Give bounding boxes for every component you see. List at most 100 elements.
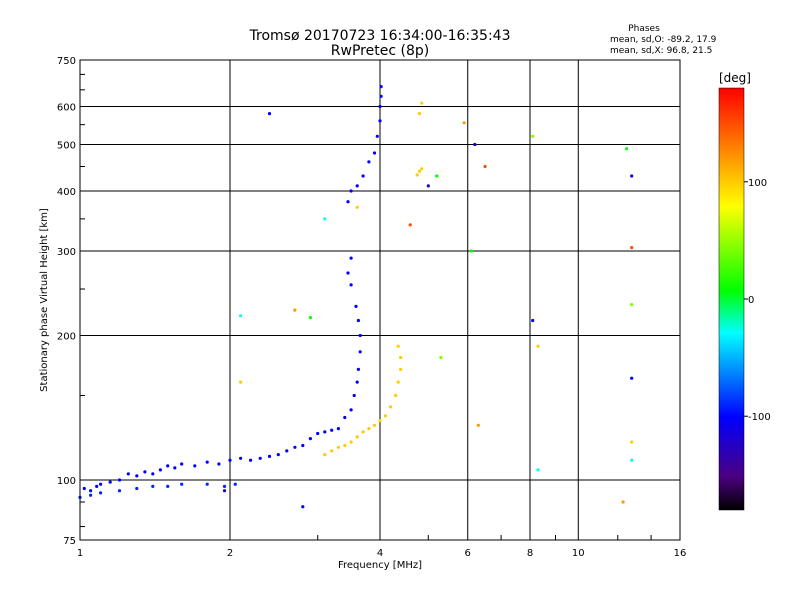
data-point bbox=[166, 484, 170, 488]
colorbar-tick-label: -100 bbox=[748, 412, 771, 423]
data-point bbox=[625, 147, 629, 151]
data-point bbox=[126, 472, 130, 476]
data-point bbox=[356, 367, 360, 371]
y-tick-label: 750 bbox=[57, 56, 76, 67]
data-point bbox=[349, 256, 353, 260]
y-tick-label: 75 bbox=[63, 536, 76, 547]
x-tick-label: 8 bbox=[527, 548, 533, 559]
y-tick-label: 500 bbox=[57, 141, 76, 152]
legend-line-o: mean, sd,O: -89.2, 17.9 bbox=[610, 35, 717, 45]
data-point bbox=[469, 249, 473, 253]
colorbar-ticks: 100 0 -100 bbox=[744, 178, 771, 423]
data-point bbox=[399, 355, 403, 360]
data-point bbox=[531, 134, 535, 138]
data-point bbox=[267, 454, 272, 458]
data-point bbox=[316, 431, 320, 436]
data-point bbox=[621, 500, 625, 504]
plot-grid bbox=[80, 60, 680, 540]
data-point bbox=[415, 173, 419, 177]
chart-subtitle: RwPretec (8p) bbox=[331, 43, 429, 59]
data-point bbox=[151, 472, 155, 476]
data-point bbox=[301, 505, 305, 509]
data-point bbox=[420, 101, 424, 105]
data-point bbox=[630, 246, 634, 250]
data-point bbox=[383, 414, 387, 418]
data-point bbox=[399, 367, 403, 371]
data-point bbox=[394, 393, 398, 398]
data-point bbox=[355, 380, 359, 384]
data-point bbox=[323, 217, 327, 221]
data-point bbox=[180, 462, 184, 466]
data-point bbox=[361, 430, 365, 434]
data-point bbox=[358, 333, 362, 338]
colorbar bbox=[718, 87, 745, 511]
data-point bbox=[536, 468, 540, 472]
data-point bbox=[389, 405, 393, 409]
data-point bbox=[173, 466, 177, 470]
data-point bbox=[630, 458, 634, 462]
data-point bbox=[408, 223, 412, 227]
data-point bbox=[228, 458, 232, 462]
data-point bbox=[379, 94, 383, 98]
data-point bbox=[233, 482, 237, 486]
plot-frame bbox=[79, 59, 681, 541]
data-point bbox=[89, 493, 93, 497]
data-point bbox=[336, 445, 340, 449]
data-point bbox=[82, 486, 86, 491]
data-point bbox=[249, 458, 253, 462]
data-point bbox=[346, 200, 350, 204]
data-point bbox=[117, 489, 122, 493]
data-point bbox=[343, 415, 347, 420]
data-point bbox=[143, 470, 147, 474]
data-point bbox=[117, 478, 122, 482]
data-point bbox=[372, 151, 377, 155]
legend-line-x: mean, sd,X: 96.8, 21.5 bbox=[610, 46, 712, 56]
data-point bbox=[158, 468, 162, 472]
data-point bbox=[439, 355, 443, 360]
data-point bbox=[135, 474, 139, 478]
y-axis-label: Stationary phase Virtual Height [km] bbox=[39, 208, 50, 392]
data-point bbox=[95, 484, 99, 488]
data-point bbox=[346, 271, 350, 275]
data-point bbox=[355, 205, 359, 209]
data-point bbox=[367, 160, 371, 164]
data-point bbox=[630, 376, 634, 380]
data-point bbox=[193, 464, 197, 468]
data-point bbox=[349, 189, 353, 193]
data-point bbox=[258, 456, 262, 460]
data-point bbox=[435, 174, 439, 178]
data-point bbox=[417, 169, 422, 173]
data-point bbox=[180, 482, 184, 486]
data-point bbox=[426, 184, 430, 188]
data-point bbox=[379, 85, 383, 89]
data-point bbox=[378, 419, 382, 423]
data-point bbox=[217, 462, 221, 466]
data-point bbox=[151, 484, 155, 488]
data-point bbox=[349, 440, 353, 444]
y-tick-label: 200 bbox=[57, 332, 76, 343]
data-point bbox=[355, 184, 359, 188]
x-tick-label: 4 bbox=[377, 548, 383, 559]
data-point bbox=[99, 482, 103, 486]
data-point bbox=[239, 380, 243, 384]
data-point bbox=[531, 318, 535, 323]
data-point bbox=[396, 380, 400, 384]
y-tick-label: 400 bbox=[57, 187, 76, 198]
data-point bbox=[473, 142, 477, 147]
data-point bbox=[354, 304, 358, 308]
data-point bbox=[239, 456, 243, 460]
x-tick-label: 6 bbox=[465, 548, 471, 559]
data-point bbox=[355, 435, 359, 439]
data-point bbox=[222, 489, 227, 493]
data-point bbox=[267, 112, 272, 116]
y-tick-label: 300 bbox=[57, 247, 76, 258]
data-point bbox=[89, 489, 93, 493]
data-point bbox=[367, 427, 371, 431]
x-tick-label: 1 bbox=[77, 548, 83, 559]
x-axis-label: Frequency [MHz] bbox=[338, 560, 422, 571]
data-point bbox=[352, 393, 356, 398]
data-point bbox=[293, 308, 297, 312]
data-point bbox=[205, 460, 209, 464]
data-point bbox=[308, 316, 312, 320]
data-point bbox=[375, 134, 379, 138]
